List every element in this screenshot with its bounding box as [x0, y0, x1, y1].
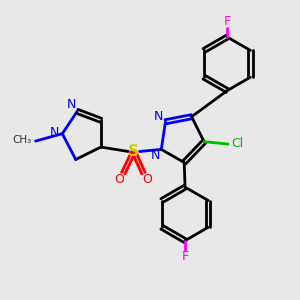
Text: F: F: [182, 250, 189, 262]
Text: O: O: [142, 173, 152, 186]
Text: Cl: Cl: [231, 137, 244, 150]
Text: CH₃: CH₃: [13, 135, 32, 145]
Text: N: N: [49, 126, 59, 139]
Text: N: N: [67, 98, 76, 111]
Text: F: F: [224, 15, 231, 28]
Text: N: N: [151, 149, 160, 162]
Text: O: O: [115, 173, 124, 186]
Text: S: S: [128, 144, 139, 159]
Text: N: N: [153, 110, 163, 123]
